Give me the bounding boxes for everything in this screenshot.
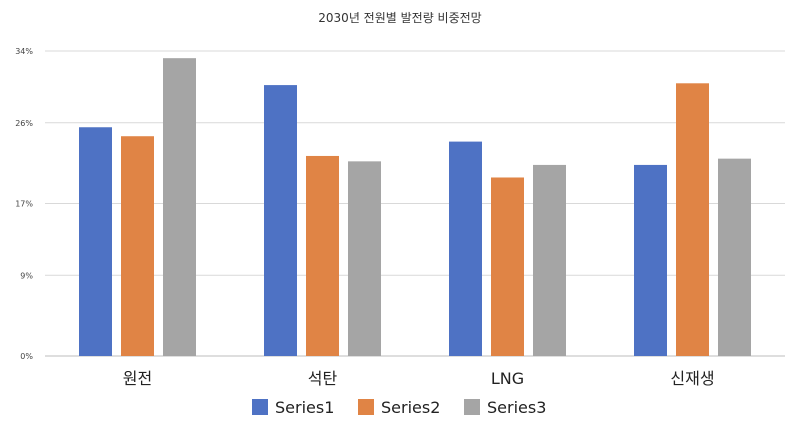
legend-label: Series1: [275, 398, 334, 417]
bar: [306, 155, 339, 356]
bar: [163, 58, 196, 356]
legend-swatch: [358, 399, 374, 415]
x-tick-label: 석탄: [308, 369, 338, 388]
x-tick-label: LNG: [491, 369, 524, 388]
y-tick-label: 26%: [15, 119, 33, 128]
bar: [718, 158, 751, 356]
legend-swatch: [252, 399, 268, 415]
bar: [348, 161, 381, 356]
x-tick-label: 신재생: [670, 369, 714, 388]
bar: [533, 164, 566, 356]
x-tick-label: 원전: [123, 369, 152, 388]
bar: [79, 127, 112, 356]
chart-title: 2030년 전원별 발전량 비중전망: [318, 11, 481, 25]
bar: [264, 85, 297, 357]
bar: [676, 83, 709, 356]
bar: [491, 177, 524, 356]
bar-layer: [79, 58, 751, 357]
bar: [449, 141, 482, 356]
y-tick-label: 34%: [15, 47, 33, 56]
legend-label: Series3: [487, 398, 546, 417]
legend: Series1 Series2 Series3: [252, 398, 546, 417]
bar: [634, 164, 667, 356]
y-tick-label: 0%: [20, 352, 33, 361]
bar: [121, 136, 154, 356]
y-tick-label: 9%: [20, 271, 33, 280]
x-tick-layer: 원전 석탄 LNG 신재생: [123, 369, 715, 388]
legend-swatch: [464, 399, 480, 415]
legend-label: Series2: [381, 398, 440, 417]
y-tick-label: 17%: [15, 200, 33, 209]
